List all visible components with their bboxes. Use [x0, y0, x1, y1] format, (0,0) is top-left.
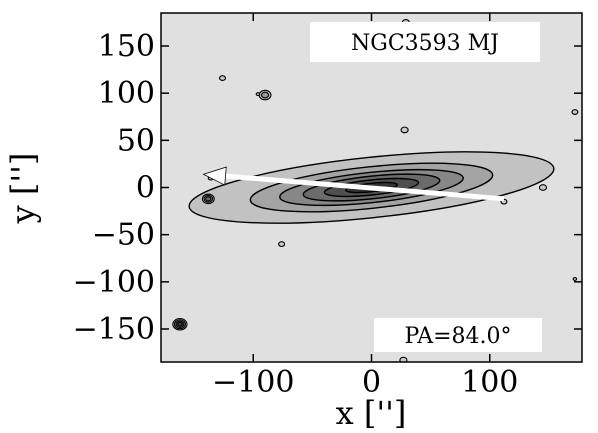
- point-source-contour: [571, 109, 579, 115]
- point-source: [571, 109, 579, 115]
- point-source: [172, 318, 188, 331]
- y-tick-label: 100: [98, 76, 155, 111]
- pa-label-box: [374, 318, 542, 352]
- x-tick-label: −100: [212, 365, 294, 400]
- point-source-layer: [172, 19, 579, 362]
- point-source-contour: [218, 75, 227, 81]
- y-axis-label: y ['']: [4, 153, 42, 225]
- point-source: [399, 356, 408, 362]
- point-source: [572, 277, 578, 281]
- pa-label: PA=84.0°: [404, 324, 511, 349]
- galaxy-label: NGC3593 MJ: [351, 31, 499, 56]
- point-source-contour: [400, 126, 409, 134]
- y-tick-label: −50: [92, 218, 155, 253]
- point-source: [201, 193, 215, 205]
- point-source: [258, 89, 272, 101]
- point-source-contour: [278, 241, 286, 248]
- pa-arrow-shaft: [225, 173, 505, 202]
- point-source: [218, 75, 227, 81]
- point-source-contour: [255, 92, 261, 97]
- point-source-contour: [572, 277, 578, 281]
- galaxy-label-box: [310, 22, 540, 62]
- point-source: [278, 241, 286, 248]
- point-source: [255, 92, 261, 97]
- point-source: [538, 184, 548, 191]
- point-source-contour: [205, 196, 212, 202]
- y-tick-label: −100: [73, 265, 155, 300]
- x-tick-label: 0: [362, 365, 381, 400]
- x-axis-label: x ['']: [336, 394, 407, 432]
- y-tick-label: −150: [73, 312, 155, 347]
- point-source-contour: [538, 184, 548, 191]
- y-tick-label: 150: [98, 29, 155, 64]
- point-source-contour: [399, 356, 408, 362]
- point-source-contour: [260, 91, 270, 99]
- point-source: [400, 126, 409, 134]
- point-source-contour: [177, 321, 183, 327]
- pa-arrow: [202, 166, 505, 202]
- pa-arrow-head: [202, 166, 227, 186]
- x-tick-label: 100: [461, 365, 518, 400]
- y-tick-label: 50: [117, 123, 155, 158]
- axis-ticks: −100 0 100 150 100 50 0 −50 −100 −150: [73, 13, 582, 400]
- y-tick-label: 0: [136, 171, 155, 206]
